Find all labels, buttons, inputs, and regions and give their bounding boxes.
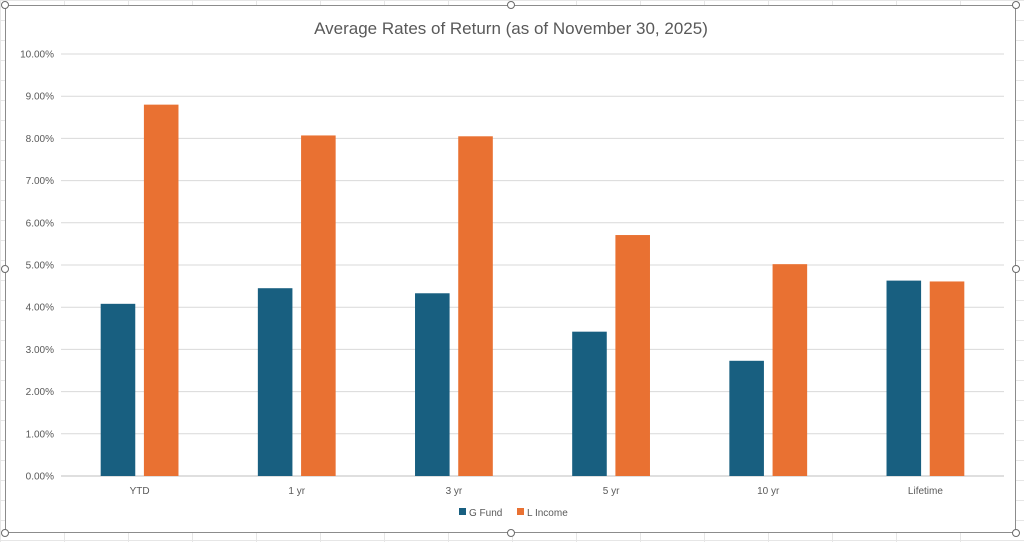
bars bbox=[100, 104, 965, 477]
bar-l-income bbox=[615, 235, 650, 476]
y-tick-label: 3.00% bbox=[26, 345, 54, 356]
y-tick-label: 7.00% bbox=[26, 176, 54, 187]
resize-handle-bottom-left[interactable] bbox=[1, 529, 9, 537]
bar-g-fund bbox=[257, 288, 293, 476]
bar-g-fund bbox=[572, 331, 607, 476]
legend-label: G Fund bbox=[469, 508, 502, 519]
x-tick-label: 3 yr bbox=[446, 486, 463, 497]
y-tick-label: 8.00% bbox=[26, 134, 54, 145]
bar-l-income bbox=[143, 104, 179, 476]
x-tick-label: YTD bbox=[130, 486, 150, 497]
x-tick-label: 10 yr bbox=[757, 486, 780, 497]
resize-handle-bottom-right[interactable] bbox=[1012, 529, 1020, 537]
y-tick-label: 0.00% bbox=[26, 472, 54, 483]
x-tick-label: 1 yr bbox=[288, 486, 305, 497]
bar-g-fund bbox=[100, 303, 136, 476]
bar-g-fund bbox=[415, 293, 450, 476]
legend-swatch bbox=[517, 508, 524, 515]
bar-g-fund bbox=[886, 280, 922, 476]
bar-g-fund bbox=[729, 360, 764, 476]
resize-handle-middle-right[interactable] bbox=[1012, 265, 1020, 273]
y-tick-label: 6.00% bbox=[26, 218, 54, 229]
legend: G Fund L Income bbox=[459, 508, 568, 519]
legend-swatch bbox=[459, 508, 466, 515]
chart-title: Average Rates of Return (as of November … bbox=[314, 19, 708, 38]
legend-label: L Income bbox=[527, 508, 568, 519]
bar-l-income bbox=[772, 264, 808, 476]
y-tick-label: 2.00% bbox=[26, 387, 54, 398]
y-tick-label: 9.00% bbox=[26, 92, 54, 103]
y-tick-label: 1.00% bbox=[26, 429, 54, 440]
resize-handle-top-right[interactable] bbox=[1012, 1, 1020, 9]
chart-area[interactable]: Average Rates of Return (as of November … bbox=[5, 5, 1016, 533]
bar-l-income bbox=[929, 281, 965, 476]
gridlines bbox=[61, 53, 1004, 477]
bar-chart: Average Rates of Return (as of November … bbox=[20, 19, 1004, 519]
bar-l-income bbox=[301, 135, 336, 477]
bar-l-income bbox=[458, 136, 493, 477]
resize-handle-top-center[interactable] bbox=[507, 1, 515, 9]
resize-handle-top-left[interactable] bbox=[1, 1, 9, 9]
resize-handle-bottom-center[interactable] bbox=[507, 529, 515, 537]
x-axis-tick-labels: YTD 1 yr 3 yr 5 yr 10 yr Lifetime bbox=[130, 486, 944, 497]
y-tick-label: 10.00% bbox=[20, 50, 54, 61]
resize-handle-middle-left[interactable] bbox=[1, 265, 9, 273]
x-tick-label: Lifetime bbox=[908, 486, 943, 497]
y-tick-label: 5.00% bbox=[26, 261, 54, 272]
y-axis-tick-labels: 0.00% 1.00% 2.00% 3.00% 4.00% 5.00% 6.00% 7.00%… bbox=[20, 50, 54, 483]
y-tick-label: 4.00% bbox=[26, 303, 54, 314]
x-tick-label: 5 yr bbox=[603, 486, 620, 497]
